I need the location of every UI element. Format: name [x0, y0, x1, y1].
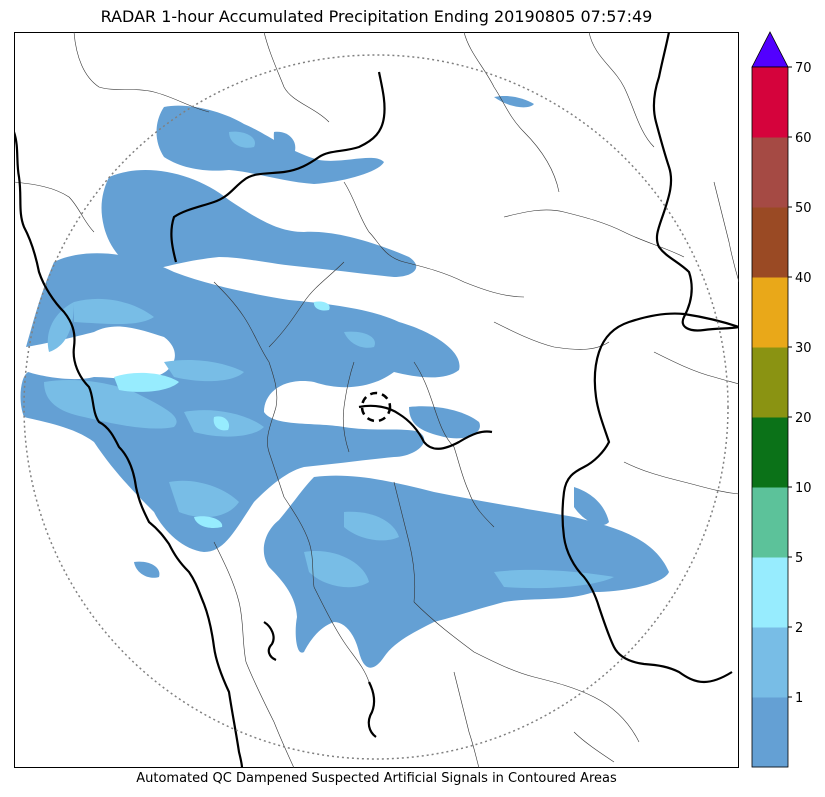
colorbar-tick-label: 2 [795, 621, 803, 636]
precip-heavy-layer [114, 301, 330, 528]
colorbar-tick-label: 20 [795, 411, 812, 426]
colorbar-segment [752, 347, 788, 418]
colorbar-segment [752, 137, 788, 208]
colorbar-segment [752, 417, 788, 488]
radar-site-marker [360, 391, 392, 423]
colorbar-tick-label: 1 [795, 691, 803, 706]
colorbar-segment [752, 627, 788, 698]
colorbar-tick-label: 40 [795, 271, 812, 286]
map-title: RADAR 1-hour Accumulated Precipitation E… [100, 7, 653, 26]
colorbar-extend-arrow [751, 31, 789, 68]
precip-colorbar: 1 2 5 10 20 30 40 50 60 70 [751, 31, 812, 768]
colorbar-segment [752, 207, 788, 278]
colorbar-tick-label: 60 [795, 131, 812, 146]
colorbar-segment [752, 487, 788, 558]
colorbar-tick-label: 5 [795, 551, 803, 566]
colorbar-segment [752, 277, 788, 348]
colorbar-tick-label: 10 [795, 481, 812, 496]
qc-note: Automated QC Dampened Suspected Artifici… [136, 771, 617, 786]
colorbar-tick-label: 30 [795, 341, 812, 356]
colorbar-segment [752, 557, 788, 628]
colorbar-segment [752, 67, 788, 138]
district-boundaries [14, 32, 739, 768]
colorbar-tick-label: 50 [795, 201, 812, 216]
colorbar-tick-label: 70 [795, 61, 812, 76]
colorbar-segment [752, 697, 788, 768]
radar-map [14, 32, 739, 768]
range-ring [23, 54, 729, 760]
